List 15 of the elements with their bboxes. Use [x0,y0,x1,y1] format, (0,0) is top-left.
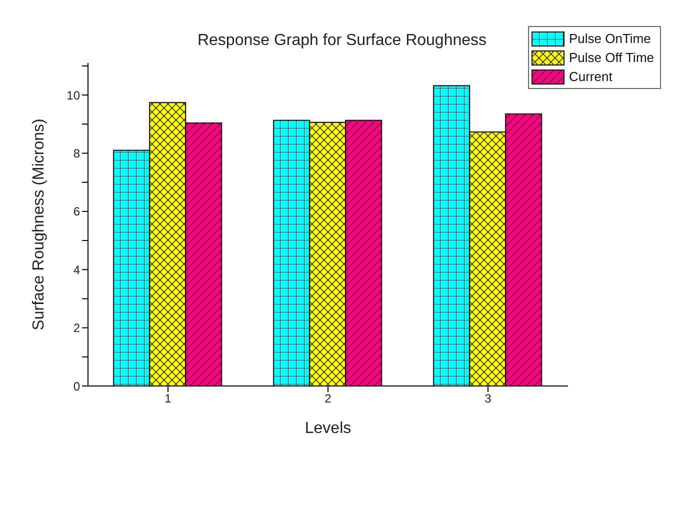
y-tick-label: 6 [73,204,80,219]
legend-label: Pulse Off Time [568,49,654,67]
legend-label: Current [568,68,612,86]
x-axis-title: Levels [304,420,352,437]
x-tick-label: 1 [164,392,172,406]
y-axis-title: Surface Roughness (Microns) [30,118,48,330]
y-tick-label: 2 [73,321,80,336]
y-tick-label: 0 [73,379,80,394]
legend-label: Pulse OnTime [568,30,651,48]
y-tick-label: 8 [73,146,80,160]
x-tick-label: 3 [484,392,492,406]
chart-title: Response Graph for Surface Roughness [196,32,488,50]
y-tick-label: 4 [73,262,80,277]
y-tick-label: 10 [66,88,80,102]
x-tick-label: 2 [324,392,332,406]
